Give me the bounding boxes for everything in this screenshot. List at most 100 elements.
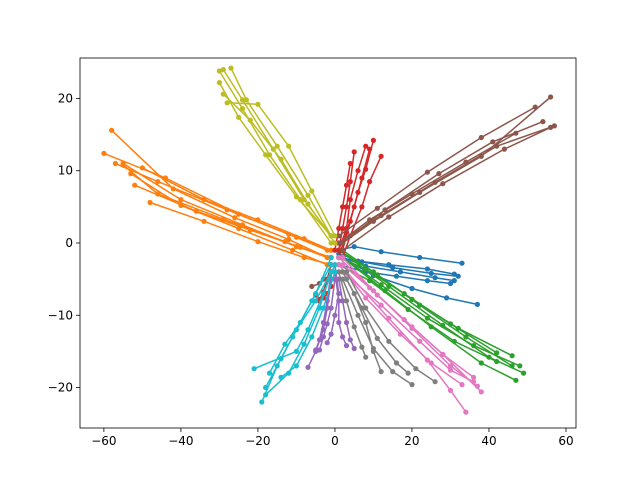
data-point (286, 236, 292, 242)
series-24 (336, 143, 369, 253)
data-point (459, 260, 465, 266)
data-point (447, 363, 454, 369)
data-point (340, 225, 346, 232)
data-point (324, 254, 330, 261)
data-point (447, 280, 454, 287)
data-point (343, 343, 350, 349)
data-point (474, 383, 480, 389)
data-point (259, 399, 265, 405)
data-point (347, 337, 353, 343)
data-point (109, 127, 115, 133)
data-point (340, 298, 346, 304)
data-point (382, 288, 388, 294)
data-point (355, 312, 361, 318)
data-point (340, 334, 346, 340)
data-point (548, 94, 554, 100)
y-tick-label: 20 (58, 91, 73, 105)
data-point (278, 156, 284, 162)
data-point (313, 347, 319, 353)
data-point (340, 247, 346, 253)
data-point (351, 204, 357, 210)
data-point (293, 348, 299, 354)
data-point (351, 244, 357, 250)
data-point (247, 117, 253, 123)
plot-background (80, 58, 576, 428)
data-point (324, 340, 330, 346)
data-point (463, 409, 469, 415)
data-point (178, 197, 184, 203)
data-point (393, 360, 400, 366)
y-tick-label: 10 (58, 164, 73, 178)
series-64 (266, 254, 334, 376)
data-point (139, 165, 145, 171)
series-51 (343, 276, 411, 376)
data-point (274, 143, 280, 149)
series-60 (220, 91, 338, 246)
data-point (386, 338, 392, 344)
data-point (336, 225, 342, 232)
data-point (359, 175, 365, 181)
x-tick-label: −20 (245, 434, 270, 448)
data-point (378, 153, 384, 159)
data-point (374, 205, 380, 211)
data-point (336, 291, 342, 297)
data-point (332, 233, 338, 239)
data-point (517, 363, 523, 369)
data-point (320, 334, 326, 340)
series-layer (101, 65, 558, 415)
data-point (532, 104, 538, 110)
data-point (370, 345, 376, 352)
data-point (432, 379, 438, 385)
data-point (370, 137, 376, 143)
data-point (332, 262, 338, 268)
data-point (332, 247, 338, 253)
data-point (255, 217, 261, 223)
x-tick-label: −40 (168, 434, 193, 448)
data-point (374, 292, 380, 298)
data-point (455, 273, 461, 279)
data-point (313, 298, 319, 304)
series-46 (340, 269, 477, 385)
x-axis: −60 −40 −20 0 20 40 60 (91, 428, 574, 448)
data-point (332, 269, 338, 275)
data-point (409, 285, 415, 292)
data-point (201, 218, 207, 224)
data-point (232, 215, 238, 221)
data-point (309, 283, 315, 289)
data-point (424, 169, 430, 175)
data-point (220, 67, 226, 73)
data-point (155, 179, 161, 185)
data-point (359, 305, 365, 311)
data-point (340, 204, 346, 210)
data-point (328, 305, 334, 311)
data-point (413, 366, 419, 372)
data-point (513, 377, 519, 383)
data-point (305, 192, 311, 198)
data-point (336, 233, 342, 239)
data-point (374, 272, 380, 278)
data-point (216, 80, 222, 86)
data-point (297, 197, 303, 203)
data-point (328, 254, 334, 261)
data-point (501, 146, 507, 152)
data-point (463, 334, 469, 340)
data-point (359, 204, 365, 210)
data-point (343, 319, 350, 326)
data-point (424, 278, 430, 284)
data-point (417, 302, 423, 308)
data-point (336, 269, 342, 275)
data-point (393, 273, 400, 279)
data-point (367, 179, 373, 185)
data-point (263, 392, 269, 398)
data-point (101, 150, 107, 156)
y-axis: −20 −10 0 10 20 (48, 91, 80, 395)
data-point (112, 160, 118, 167)
data-point (286, 143, 292, 149)
data-point (355, 168, 361, 174)
data-point (336, 240, 342, 246)
data-point (409, 382, 415, 388)
series-49 (340, 254, 477, 380)
series-65 (251, 262, 338, 372)
data-point (340, 254, 346, 261)
